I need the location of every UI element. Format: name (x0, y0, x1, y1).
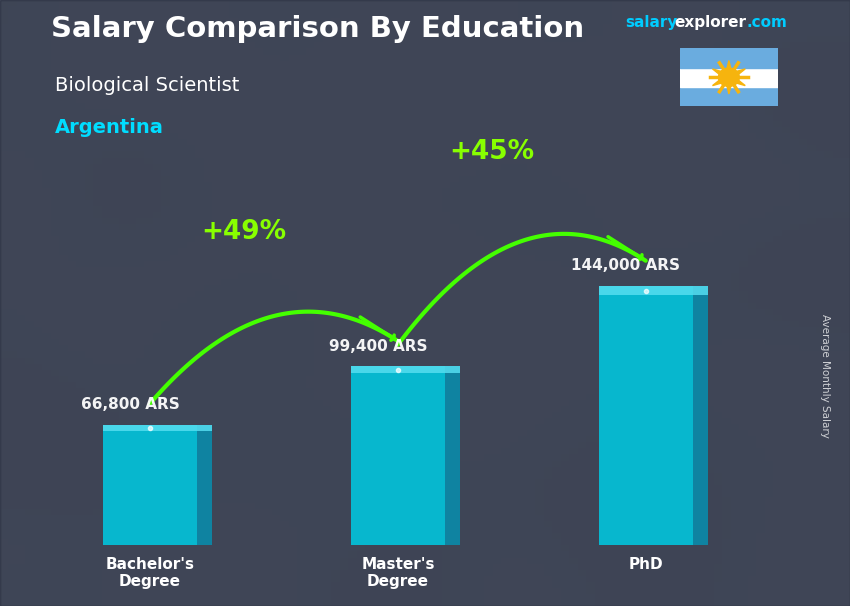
Text: 144,000 ARS: 144,000 ARS (571, 258, 680, 273)
FancyBboxPatch shape (197, 425, 212, 545)
Text: salary: salary (625, 15, 677, 30)
Text: Salary Comparison By Education: Salary Comparison By Education (51, 15, 584, 43)
Text: Argentina: Argentina (55, 118, 164, 137)
FancyBboxPatch shape (445, 366, 460, 545)
Text: 66,800 ARS: 66,800 ARS (81, 398, 179, 413)
Bar (680, 68, 778, 87)
Text: Biological Scientist: Biological Scientist (55, 76, 240, 95)
Bar (598, 286, 693, 545)
Polygon shape (712, 81, 721, 85)
Bar (351, 366, 445, 545)
Bar (680, 87, 778, 106)
Polygon shape (737, 81, 745, 85)
Text: explorer: explorer (674, 15, 746, 30)
Bar (351, 366, 460, 373)
Text: +49%: +49% (201, 219, 286, 245)
Text: 99,400 ARS: 99,400 ARS (329, 339, 428, 354)
FancyBboxPatch shape (693, 286, 708, 545)
Polygon shape (727, 87, 731, 94)
Bar (680, 48, 778, 68)
Text: .com: .com (746, 15, 787, 30)
Bar (598, 286, 708, 295)
Polygon shape (727, 61, 731, 68)
Polygon shape (737, 69, 745, 74)
Text: +45%: +45% (450, 139, 535, 165)
Circle shape (718, 68, 740, 87)
Bar (103, 425, 212, 431)
Bar (103, 425, 197, 545)
Polygon shape (712, 69, 721, 74)
Text: Average Monthly Salary: Average Monthly Salary (820, 314, 830, 438)
